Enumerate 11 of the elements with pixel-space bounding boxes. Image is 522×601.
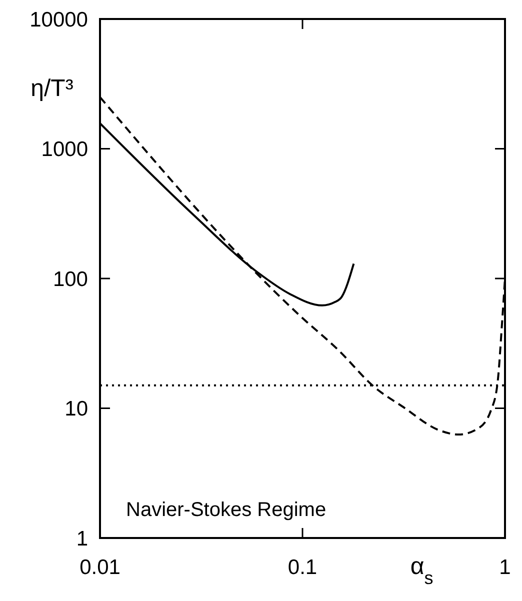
y-tick-label: 10 xyxy=(64,398,88,421)
x-tick-label: 1 xyxy=(499,556,511,579)
x-axis-title: α$_{s}$ xyxy=(410,553,434,588)
y-tick-label: 1000 xyxy=(41,138,88,162)
y-tick-label: 1 xyxy=(76,527,88,550)
y-tick-label: 100 xyxy=(52,268,88,291)
x-tick-label: 0.01 xyxy=(80,556,120,579)
y-tick-label: 10000 xyxy=(30,8,88,32)
annotation: Navier-Stokes Regime xyxy=(126,499,326,521)
x-tick-label: 0.1 xyxy=(288,556,318,579)
y-axis-title: η/T³ xyxy=(30,75,74,102)
